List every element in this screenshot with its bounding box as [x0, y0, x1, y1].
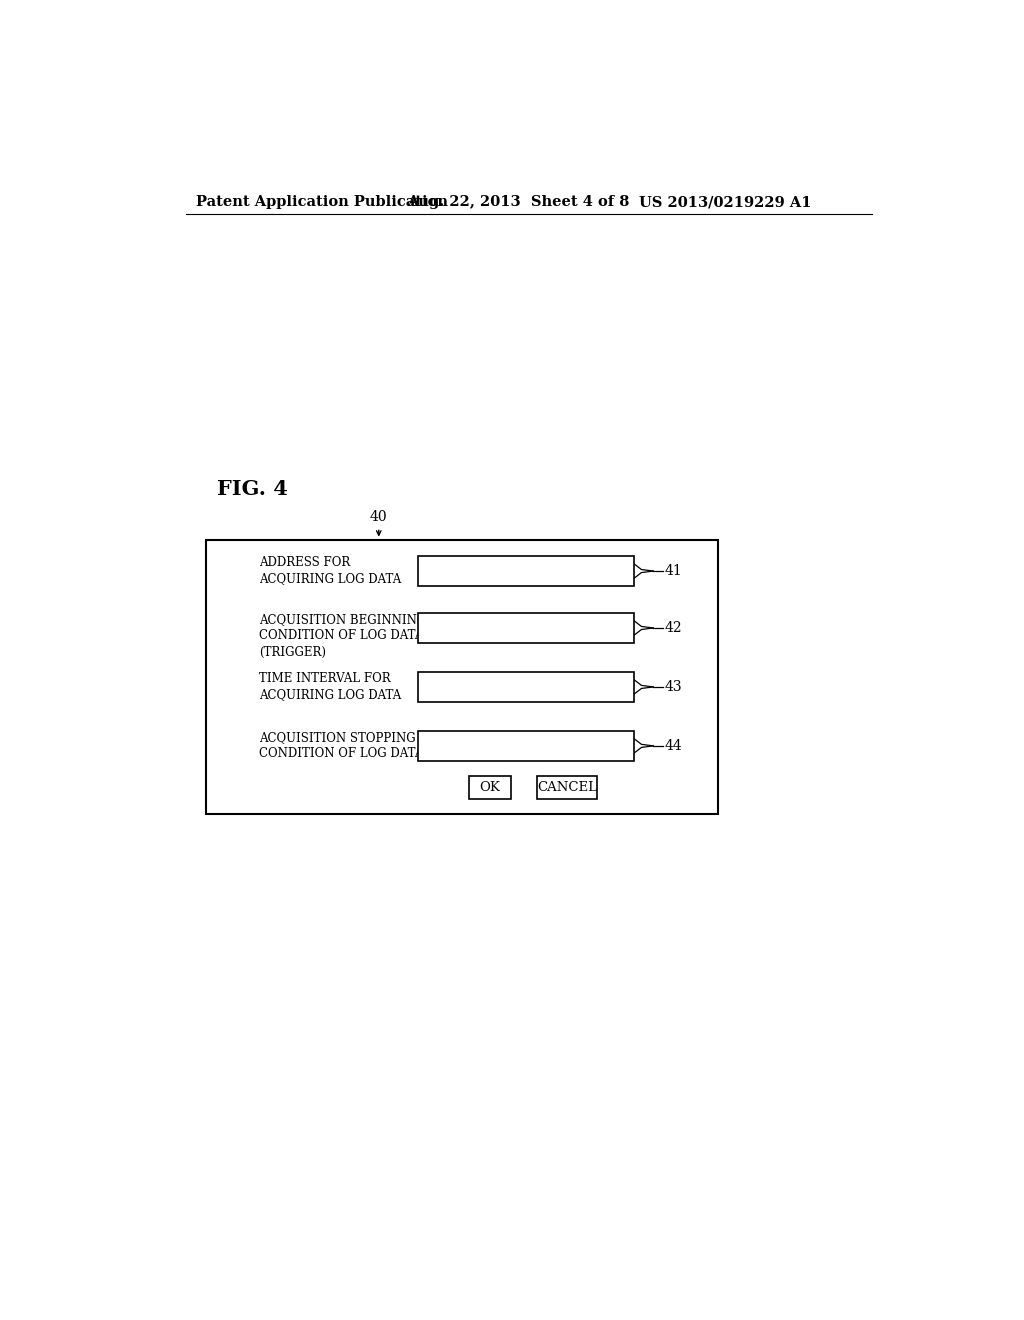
- Text: 41: 41: [665, 564, 682, 578]
- Text: ACQUISITION STOPPING
CONDITION OF LOG DATA: ACQUISITION STOPPING CONDITION OF LOG DA…: [259, 731, 423, 760]
- Bar: [206, 540, 718, 814]
- Text: 42: 42: [665, 620, 682, 635]
- Bar: [418, 731, 634, 762]
- Text: 44: 44: [665, 739, 682, 752]
- Bar: [418, 612, 634, 643]
- Text: OK: OK: [479, 781, 501, 795]
- Text: Patent Application Publication: Patent Application Publication: [197, 195, 449, 209]
- Text: ADDRESS FOR
ACQUIRING LOG DATA: ADDRESS FOR ACQUIRING LOG DATA: [259, 556, 401, 585]
- Text: US 2013/0219229 A1: US 2013/0219229 A1: [639, 195, 812, 209]
- Text: CANCEL: CANCEL: [538, 781, 597, 795]
- Bar: [418, 672, 634, 702]
- Text: 43: 43: [665, 680, 682, 694]
- Text: TIME INTERVAL FOR
ACQUIRING LOG DATA: TIME INTERVAL FOR ACQUIRING LOG DATA: [259, 672, 401, 701]
- Text: 40: 40: [370, 511, 388, 524]
- Text: ACQUISITION BEGINNING
CONDITION OF LOG DATA
(TRIGGER): ACQUISITION BEGINNING CONDITION OF LOG D…: [259, 612, 426, 659]
- Bar: [469, 776, 511, 799]
- Text: FIG. 4: FIG. 4: [217, 479, 288, 499]
- Bar: [418, 556, 634, 586]
- Text: Aug. 22, 2013  Sheet 4 of 8: Aug. 22, 2013 Sheet 4 of 8: [408, 195, 630, 209]
- Bar: [538, 776, 597, 799]
